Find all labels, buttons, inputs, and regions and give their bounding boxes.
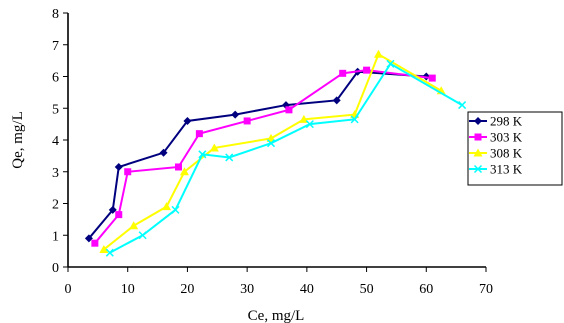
data-point-308-k bbox=[99, 245, 109, 254]
y-tick-label: 7 bbox=[52, 39, 59, 54]
series-298-k bbox=[84, 67, 431, 243]
data-point-308-k bbox=[209, 143, 219, 152]
data-point-308-k bbox=[374, 49, 384, 58]
data-point-313-k bbox=[171, 205, 180, 214]
y-tick-label: 2 bbox=[52, 198, 59, 213]
y-axis-title: Qe, mg/L bbox=[10, 111, 26, 169]
x-tick-label: 40 bbox=[300, 282, 314, 297]
series-group bbox=[84, 49, 467, 257]
legend-entry-313-k: 313 K bbox=[469, 162, 523, 177]
legend-marker-303-k bbox=[474, 133, 482, 141]
data-point-313-k bbox=[266, 139, 276, 148]
legend-label-298-k: 298 K bbox=[490, 114, 523, 129]
legend-entry-298-k: 298 K bbox=[469, 114, 523, 129]
data-point-313-k bbox=[138, 231, 147, 240]
y-tick-label: 4 bbox=[52, 134, 59, 149]
legend-marker-298-k bbox=[474, 117, 482, 125]
data-point-298-k bbox=[231, 110, 240, 119]
x-tick-label: 50 bbox=[360, 282, 374, 297]
data-point-308-k bbox=[179, 167, 189, 176]
x-tick-label: 10 bbox=[121, 282, 135, 297]
data-point-298-k bbox=[108, 205, 117, 214]
data-point-313-k bbox=[105, 248, 114, 257]
series-line-308-k bbox=[103, 52, 442, 251]
x-tick-label: 70 bbox=[479, 282, 493, 297]
data-point-313-k bbox=[198, 150, 207, 159]
data-point-303-k bbox=[243, 117, 251, 125]
data-point-303-k bbox=[285, 106, 293, 114]
legend-entry-308-k: 308 K bbox=[469, 146, 523, 161]
data-point-303-k bbox=[363, 66, 371, 74]
data-point-308-k bbox=[129, 221, 139, 230]
data-point-313-k bbox=[350, 115, 359, 124]
data-point-313-k bbox=[305, 120, 314, 129]
data-point-298-k bbox=[84, 234, 93, 243]
x-axis-ticks: 0 10 20 30 40 50 60 70 bbox=[65, 267, 493, 297]
legend-marker-313-k bbox=[473, 164, 483, 174]
y-tick-label: 3 bbox=[52, 166, 59, 181]
data-point-303-k bbox=[339, 69, 347, 77]
y-tick-label: 5 bbox=[52, 102, 59, 117]
data-point-298-k bbox=[332, 96, 341, 105]
data-point-303-k bbox=[195, 130, 203, 138]
x-tick-label: 0 bbox=[65, 282, 72, 297]
series-313-k bbox=[105, 59, 467, 257]
legend-box bbox=[467, 111, 563, 186]
legend-label-308-k: 308 K bbox=[490, 146, 523, 161]
y-tick-label: 0 bbox=[52, 261, 59, 276]
y-tick-label: 6 bbox=[52, 71, 59, 86]
series-line-298-k bbox=[88, 70, 427, 240]
x-tick-label: 60 bbox=[419, 282, 433, 297]
data-point-303-k bbox=[91, 239, 99, 247]
data-point-308-k bbox=[162, 202, 172, 211]
x-axis-title: Ce, mg/L bbox=[248, 308, 305, 323]
legend-entry-303-k: 303 K bbox=[469, 130, 523, 145]
series-line-303-k bbox=[94, 69, 433, 244]
y-axis-ticks: 0 1 2 3 4 5 6 7 8 bbox=[52, 7, 68, 276]
legend-label-313-k: 313 K bbox=[490, 162, 523, 177]
y-tick-label: 8 bbox=[52, 7, 59, 22]
data-point-303-k bbox=[124, 168, 132, 176]
data-point-303-k bbox=[428, 74, 436, 82]
data-point-298-k bbox=[159, 148, 168, 157]
data-point-313-k bbox=[386, 59, 395, 68]
data-point-298-k bbox=[183, 116, 192, 125]
legend-label-303-k: 303 K bbox=[490, 130, 523, 145]
y-tick-label: 1 bbox=[52, 229, 59, 244]
series-303-k bbox=[91, 66, 436, 247]
legend-marker-308-k bbox=[473, 148, 483, 157]
data-point-303-k bbox=[174, 163, 182, 171]
x-tick-label: 30 bbox=[240, 282, 254, 297]
series-line-313-k bbox=[109, 62, 463, 254]
data-point-298-k bbox=[114, 162, 123, 171]
data-point-313-k bbox=[458, 101, 467, 110]
data-point-313-k bbox=[225, 153, 234, 162]
data-point-303-k bbox=[115, 211, 123, 219]
x-tick-label: 20 bbox=[180, 282, 194, 297]
series-308-k bbox=[99, 49, 446, 254]
